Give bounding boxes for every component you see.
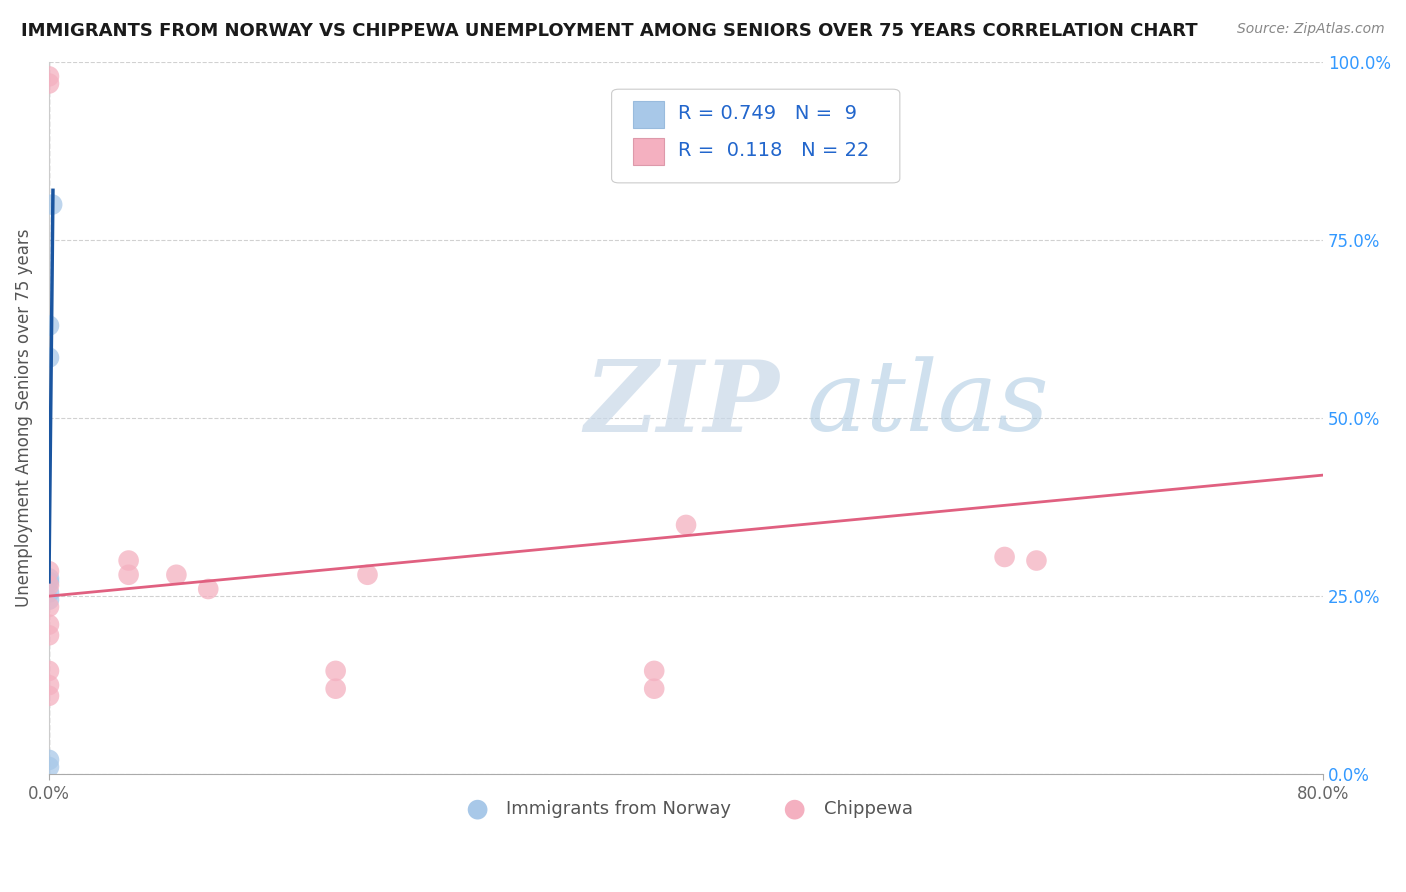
Point <box>38 578 60 592</box>
Point <box>165 567 187 582</box>
Point <box>994 549 1017 564</box>
Point <box>38 664 60 678</box>
Point <box>38 760 60 774</box>
Point <box>38 585 60 599</box>
Point <box>38 617 60 632</box>
Point <box>38 628 60 642</box>
Point <box>197 582 219 596</box>
Point <box>38 689 60 703</box>
Point <box>38 592 60 607</box>
Text: R = 0.749   N =  9: R = 0.749 N = 9 <box>678 103 856 123</box>
Point <box>41 197 63 211</box>
Point <box>38 70 60 84</box>
Point <box>675 517 697 532</box>
Point <box>643 681 665 696</box>
Point <box>38 599 60 614</box>
Text: Source: ZipAtlas.com: Source: ZipAtlas.com <box>1237 22 1385 37</box>
Point <box>38 77 60 91</box>
Point <box>117 553 139 567</box>
Point <box>38 318 60 333</box>
Point <box>643 664 665 678</box>
Point <box>38 564 60 578</box>
Point <box>356 567 378 582</box>
Point <box>38 678 60 692</box>
Point <box>1025 553 1047 567</box>
Text: ZIP: ZIP <box>583 356 779 452</box>
Text: atlas: atlas <box>807 356 1050 451</box>
Point <box>38 351 60 365</box>
Text: IMMIGRANTS FROM NORWAY VS CHIPPEWA UNEMPLOYMENT AMONG SENIORS OVER 75 YEARS CORR: IMMIGRANTS FROM NORWAY VS CHIPPEWA UNEMP… <box>21 22 1198 40</box>
Text: R =  0.118   N = 22: R = 0.118 N = 22 <box>678 141 869 161</box>
Point <box>38 753 60 767</box>
Y-axis label: Unemployment Among Seniors over 75 years: Unemployment Among Seniors over 75 years <box>15 229 32 607</box>
Point <box>325 664 347 678</box>
Point <box>38 571 60 585</box>
Point <box>117 567 139 582</box>
Point <box>325 681 347 696</box>
Point <box>38 574 60 589</box>
Legend: Immigrants from Norway, Chippewa: Immigrants from Norway, Chippewa <box>453 793 920 826</box>
